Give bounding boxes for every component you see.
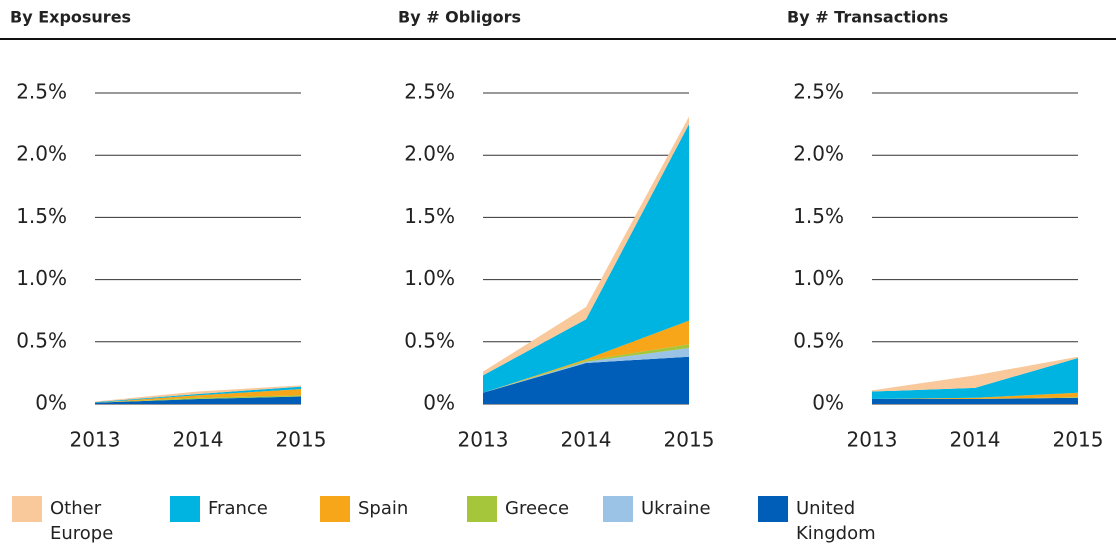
area: Greece (483, 344, 689, 393)
x-tick-label: 2015 (664, 428, 715, 452)
area: France (872, 357, 1078, 400)
area: France (483, 124, 689, 393)
y-tick-label: 1.5% (16, 204, 67, 228)
area: United Kingdom (483, 356, 689, 404)
y-tick-label: 0% (812, 391, 844, 415)
x-tick-label: 2015 (1053, 428, 1104, 452)
legend-swatch (320, 496, 350, 522)
y-tick-label: 2.5% (404, 80, 455, 104)
area: United Kingdom (872, 397, 1078, 404)
x-tick-label: 2014 (173, 428, 224, 452)
legend-label: Greece (505, 498, 569, 519)
x-tick-label: 2013 (70, 428, 121, 452)
x-tick-label: 2013 (458, 428, 509, 452)
y-tick-label: 2.5% (16, 80, 67, 104)
y-tick-label: 2.5% (793, 80, 844, 104)
y-tick-label: 2.0% (404, 142, 455, 166)
legend-label: United Kingdom (796, 498, 876, 544)
legend-swatch (170, 496, 200, 522)
x-tick-label: 2014 (561, 428, 612, 452)
area: Other Europe (95, 385, 301, 403)
legend-swatch (758, 496, 788, 522)
area: Greece (95, 395, 301, 403)
chart-title: By # Transactions (787, 8, 948, 27)
y-tick-label: 0.5% (793, 328, 844, 352)
area: France (95, 386, 301, 403)
y-tick-label: 1.0% (404, 266, 455, 290)
legend-swatch (467, 496, 497, 522)
y-tick-label: 0% (35, 391, 67, 415)
y-tick-label: 2.0% (793, 142, 844, 166)
x-tick-label: 2014 (950, 428, 1001, 452)
y-tick-label: 0% (423, 391, 455, 415)
legend-label: Spain (358, 498, 408, 519)
area: Other Europe (872, 356, 1078, 392)
chart-title: By # Obligors (398, 8, 521, 27)
legend-label: France (208, 498, 268, 519)
legend-label: Other Europe (50, 498, 113, 544)
legend-swatch (12, 496, 42, 522)
y-tick-label: 1.0% (793, 266, 844, 290)
y-tick-label: 0.5% (16, 328, 67, 352)
area: Spain (95, 389, 301, 403)
y-tick-label: 1.5% (793, 204, 844, 228)
y-tick-label: 1.5% (404, 204, 455, 228)
legend-label: Ukraine (641, 498, 711, 519)
y-tick-label: 0.5% (404, 328, 455, 352)
y-tick-label: 1.0% (16, 266, 67, 290)
y-tick-label: 2.0% (16, 142, 67, 166)
legend-swatch (603, 496, 633, 522)
chart-title: By Exposures (10, 8, 131, 27)
x-tick-label: 2013 (847, 428, 898, 452)
area: Spain (872, 392, 1078, 400)
area: Greece (872, 397, 1078, 400)
area: Ukraine (483, 348, 689, 393)
x-tick-label: 2015 (276, 428, 327, 452)
area: United Kingdom (95, 396, 301, 404)
